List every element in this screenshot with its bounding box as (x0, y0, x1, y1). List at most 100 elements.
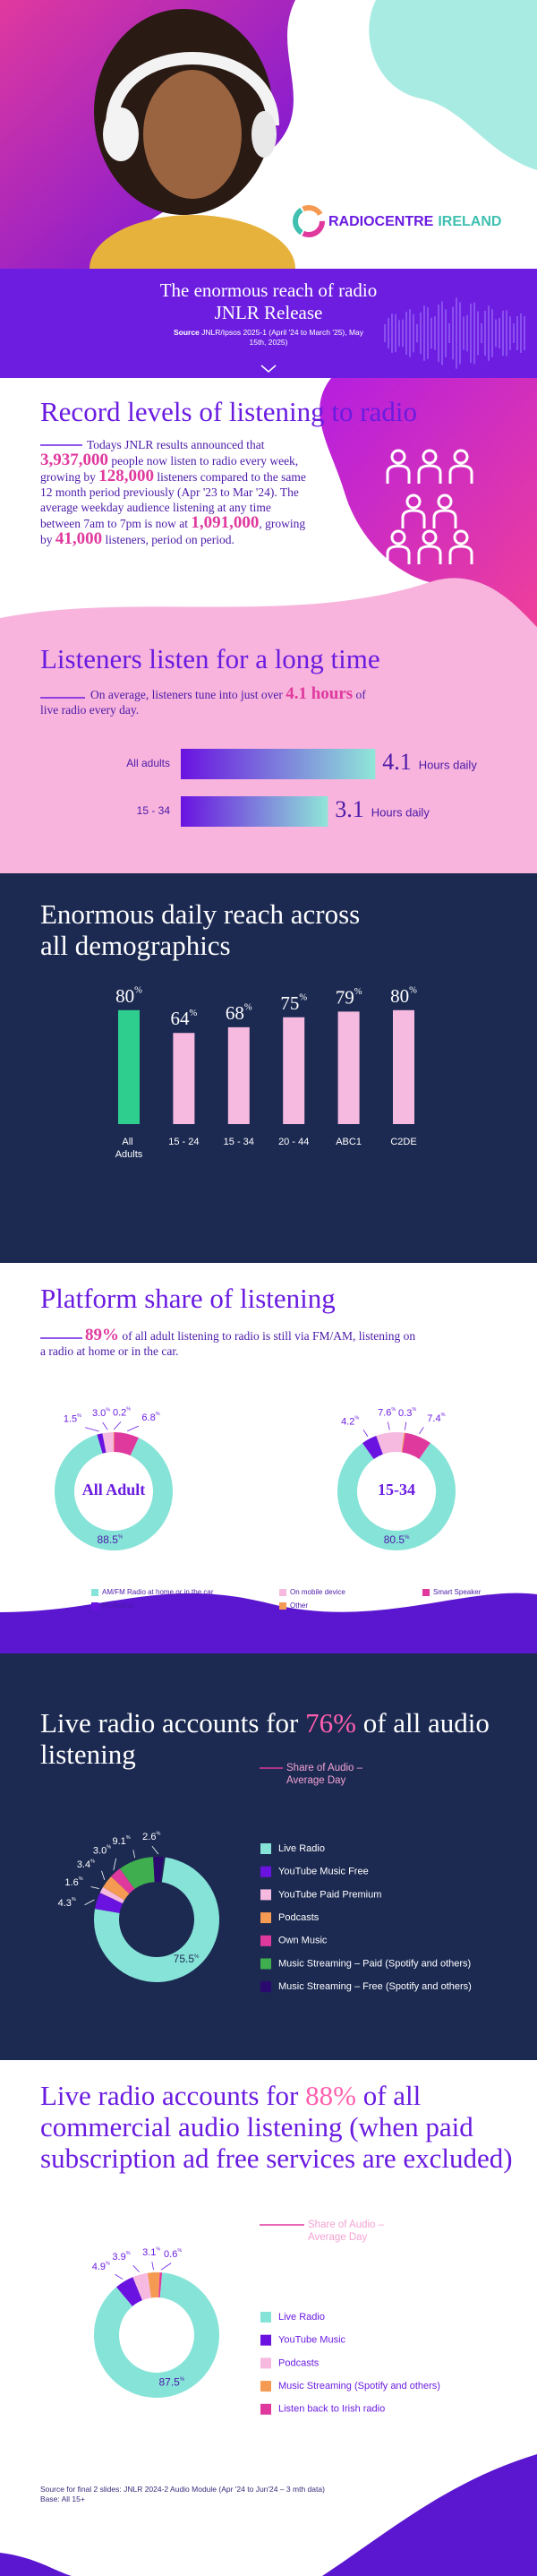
legend-label: Podcasts (278, 1912, 320, 1923)
value-label: 3.4% (77, 1859, 95, 1870)
legend-swatch (260, 1935, 271, 1946)
donut-slice (113, 1432, 115, 1453)
value-label: 1.6% (64, 1877, 82, 1888)
legend-label: AM/FM Radio at home or in the car (102, 1588, 214, 1596)
leader-line (101, 1870, 106, 1881)
category-label: 15 - 34 (224, 1137, 254, 1147)
unit-label: Hours daily (419, 758, 478, 771)
value-unit: % (126, 1407, 131, 1413)
value-number: 3.1 (142, 2247, 156, 2258)
value-number: 3.0 (93, 1845, 107, 1856)
value-unit: % (190, 1009, 198, 1018)
leader-line (388, 1421, 390, 1430)
value-unit: % (354, 1416, 359, 1421)
value-number: 87.5 (158, 2376, 180, 2389)
label-line: Adults (115, 1149, 143, 1160)
people-icon (386, 449, 473, 564)
headphone-band (106, 52, 279, 126)
category-label: All adults (126, 757, 170, 769)
hero-blob-teal (369, 0, 537, 170)
pink-blob (0, 578, 537, 654)
legend-swatch (260, 1912, 271, 1924)
value-unit: % (177, 2248, 182, 2254)
person-body (386, 464, 411, 484)
bar (173, 1033, 195, 1124)
person-head (437, 494, 453, 510)
category-label: ABC1 (336, 1137, 362, 1147)
value-number: 80 (390, 985, 409, 1007)
banner-title: The enormous reach of radio (159, 279, 378, 301)
legend-label: Live Radio (278, 2312, 325, 2323)
footer: Source for final 2 slides: JNLR 2024-2 A… (40, 2485, 416, 2504)
highlight-text: 76% (305, 1707, 356, 1739)
logo-name: RADIOCENTRE (328, 214, 434, 229)
person-body (401, 509, 426, 528)
description: On average, listeners tune into just ove… (40, 684, 371, 717)
highlight-text: 4.1 hours (286, 684, 354, 703)
value-number: 0.6 (164, 2249, 177, 2260)
legend-label: Listen back to Irish radio (278, 2404, 385, 2415)
reach-background (0, 873, 537, 1265)
legend-swatch (260, 2312, 271, 2323)
note: Share of Audio – Average Day (286, 1763, 363, 1786)
paragraph: Todays JNLR results announced that 3,937… (40, 437, 309, 547)
logo-country: IRELAND (438, 214, 501, 229)
donut-slice (362, 1436, 383, 1460)
legend-swatch (91, 1589, 98, 1596)
banner-background (0, 269, 537, 378)
highlight-text: 41,000 (55, 529, 103, 548)
donut-slice (97, 1433, 107, 1454)
legend-swatch (279, 1602, 286, 1610)
chevron (260, 365, 277, 373)
value-unit: % (90, 1859, 95, 1865)
person-head (422, 449, 438, 465)
text-run: Todays JNLR results announced that (87, 438, 265, 451)
value-label: 75.5% (174, 1953, 200, 1965)
bar (337, 1011, 360, 1124)
leader-line (127, 1425, 139, 1432)
legend-swatch (91, 1602, 98, 1610)
value-number: 79 (336, 986, 354, 1008)
highlight-text: 1,091,000 (191, 513, 260, 532)
headphone-cup (103, 107, 139, 161)
value-number: 68 (226, 1002, 244, 1024)
section-title: Live radio accounts for 76% of all audio… (40, 1707, 506, 1770)
text-run: listeners, period on period. (102, 533, 234, 546)
note: Share of Audio – Average Day (308, 2220, 385, 2243)
value-label: 4.9% (92, 2262, 110, 2272)
leader-line (113, 1858, 117, 1871)
category-label: 15 - 34 (137, 804, 171, 817)
bar (393, 1009, 414, 1124)
value-label: 7.4% (427, 1413, 445, 1424)
value-unit: % (126, 2251, 131, 2256)
value-unit: % (412, 1407, 416, 1413)
leader-line (151, 2262, 154, 2271)
value-number: 75 (280, 992, 299, 1014)
text-run: of live radio every day. (40, 688, 366, 717)
value-label: 7.6% (378, 1407, 396, 1418)
value-label: 0.6% (164, 2248, 182, 2259)
legend-swatch (260, 1958, 271, 1970)
value-label: 80% (390, 985, 417, 1007)
value-unit: % (126, 1835, 131, 1841)
legend-swatch (260, 1889, 271, 1901)
value-unit: % (354, 987, 362, 997)
value-number: 3.4 (77, 1859, 90, 1870)
leader-line (160, 2263, 172, 2271)
value-unit: % (77, 1413, 81, 1419)
legend-label: YouTube Music (278, 2335, 346, 2346)
legend-label: Own Music (278, 1936, 328, 1946)
legend-swatch (260, 1981, 271, 1993)
leader-line (132, 1850, 135, 1859)
section-title: Listeners listen for a long time (40, 643, 380, 674)
logo-ring (293, 205, 325, 237)
footer-source: Source for final 2 slides: JNLR 2024-2 A… (40, 2485, 325, 2494)
text-run: Live radio accounts for (40, 1707, 306, 1739)
value-unit: % (118, 1534, 124, 1540)
value-label: 80.5% (384, 1533, 410, 1546)
source-text: JNLR/Ipsos 2025-1 (April '24 to March '2… (201, 328, 364, 347)
value-number: 80 (115, 985, 134, 1007)
label-line: All (122, 1137, 135, 1147)
value-unit: % (299, 993, 307, 1003)
person-head (390, 529, 406, 545)
